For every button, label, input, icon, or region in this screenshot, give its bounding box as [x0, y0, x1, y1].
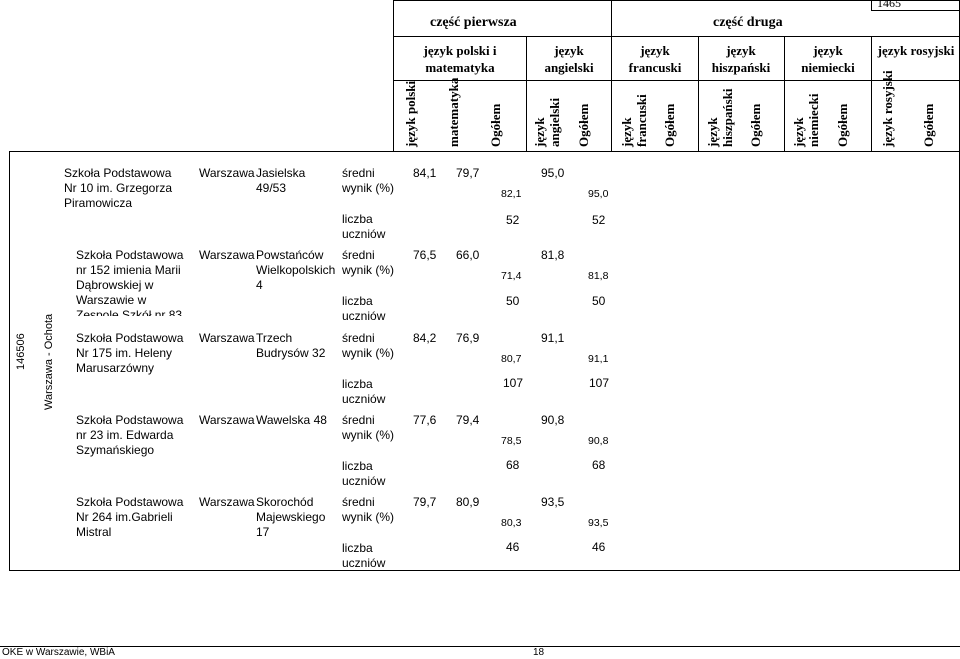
- footer-organization: OKE w Warszawie, WBiA: [2, 647, 115, 658]
- col-fr-ogolem: Ogółem: [662, 103, 677, 147]
- score-ang-ogolem: 93,5: [588, 517, 609, 529]
- count-label: liczba uczniów: [342, 541, 386, 570]
- col-niemiecki: język niemiecki: [791, 93, 821, 147]
- count-angielski: 50: [506, 294, 520, 308]
- group-polski-matematyka: język polski i matematyka: [423, 43, 497, 75]
- school-city: Warszawa: [199, 166, 255, 180]
- count-ogolem: 107: [589, 376, 610, 390]
- score-ogolem: 82,1: [501, 188, 522, 200]
- count-angielski: 46: [506, 540, 520, 554]
- score-ogolem: 71,4: [501, 270, 522, 282]
- score-matematyka: 79,4: [456, 413, 480, 427]
- score-polski: 77,6: [413, 413, 437, 427]
- school-city: Warszawa: [199, 495, 255, 509]
- avg-label: średni wynik (%): [342, 413, 395, 442]
- header-part2: część druga: [713, 15, 783, 30]
- col-matematyka: matematyka: [446, 77, 461, 147]
- avg-label: średni wynik (%): [342, 248, 395, 277]
- footer-page-number: 18: [533, 647, 545, 658]
- side-district: Warszawa - Ochota: [43, 313, 55, 410]
- col-hi-ogolem: Ogółem: [748, 103, 763, 147]
- avg-label: średni wynik (%): [342, 166, 395, 195]
- school-address: Wawelska 48: [256, 413, 327, 427]
- group-francuski: język francuski: [628, 43, 682, 75]
- col-francuski: język francuski: [619, 94, 649, 147]
- score-ogolem: 80,3: [501, 517, 522, 529]
- count-angielski: 68: [506, 458, 520, 472]
- score-matematyka: 79,7: [456, 166, 480, 180]
- school-address: Trzech Budrysów 32: [256, 331, 326, 360]
- school-name: Szkoła Podstawowa nr 23 im. Edwarda Szym…: [76, 413, 184, 457]
- school-name: Szkoła Podstawowa Nr 175 im. Heleny Maru…: [76, 331, 184, 375]
- school-name: Szkoła Podstawowa Nr 10 im. Grzegorza Pi…: [64, 166, 173, 210]
- school-address: Skorochód Majewskiego 17: [256, 495, 326, 539]
- count-label: liczba uczniów: [342, 212, 386, 241]
- count-ogolem: 68: [592, 458, 606, 472]
- score-ogolem: 80,7: [501, 353, 522, 365]
- score-angielski: 93,5: [541, 495, 565, 509]
- score-angielski: 91,1: [541, 331, 565, 345]
- col-rosyjski: język rosyjski: [880, 70, 895, 147]
- score-polski: 84,2: [413, 331, 437, 345]
- score-polski: 79,7: [413, 495, 437, 509]
- count-angielski: 52: [506, 213, 520, 227]
- score-angielski: 81,8: [541, 248, 565, 262]
- school-name: Szkoła Podstawowa Nr 264 im.Gabrieli Mis…: [76, 495, 184, 539]
- school-address: Powstańców Wielkopolskich 4: [256, 248, 336, 292]
- group-hiszpanski: język hiszpański: [711, 43, 771, 75]
- score-angielski: 95,0: [541, 166, 565, 180]
- school-name: Szkoła Podstawowa nr 152 imienia Marii D…: [76, 248, 184, 316]
- group-angielski: język angielski: [544, 43, 594, 75]
- school-city: Warszawa: [199, 413, 255, 427]
- col-ang-ogolem: Ogółem: [576, 103, 591, 147]
- score-ogolem: 78,5: [501, 435, 522, 447]
- count-label: liczba uczniów: [342, 294, 386, 323]
- score-matematyka: 80,9: [456, 495, 480, 509]
- col-angielski: język angielski: [532, 97, 562, 147]
- score-matematyka: 66,0: [456, 248, 480, 262]
- group-niemiecki: język niemiecki: [801, 43, 855, 75]
- count-ogolem: 52: [592, 213, 606, 227]
- avg-label: średni wynik (%): [342, 495, 395, 524]
- count-label: liczba uczniów: [342, 377, 386, 406]
- col-ro-ogolem: Ogółem: [921, 103, 936, 147]
- page-number-top: 1465: [877, 0, 901, 10]
- score-angielski: 90,8: [541, 413, 565, 427]
- score-ang-ogolem: 90,8: [588, 435, 609, 447]
- col-hiszpanski: język hiszpański: [705, 88, 735, 147]
- score-matematyka: 76,9: [456, 331, 480, 345]
- group-rosyjski: język rosyjski: [877, 43, 955, 58]
- school-address: Jasielska 49/53: [256, 166, 306, 195]
- score-polski: 76,5: [413, 248, 437, 262]
- col-ni-ogolem: Ogółem: [835, 103, 850, 147]
- count-ogolem: 50: [592, 294, 606, 308]
- score-ang-ogolem: 91,1: [588, 353, 609, 365]
- count-label: liczba uczniów: [342, 459, 386, 488]
- side-code: 146506: [15, 333, 27, 370]
- count-angielski: 107: [503, 376, 524, 390]
- col-ogolem: Ogółem: [488, 103, 503, 147]
- header-part1: część pierwsza: [430, 15, 517, 30]
- score-ang-ogolem: 95,0: [588, 188, 609, 200]
- school-city: Warszawa: [199, 248, 255, 262]
- avg-label: średni wynik (%): [342, 331, 395, 360]
- school-city: Warszawa: [199, 331, 255, 345]
- col-polski: język polski: [403, 80, 418, 147]
- count-ogolem: 46: [592, 540, 606, 554]
- score-ang-ogolem: 81,8: [588, 270, 609, 282]
- score-polski: 84,1: [413, 166, 437, 180]
